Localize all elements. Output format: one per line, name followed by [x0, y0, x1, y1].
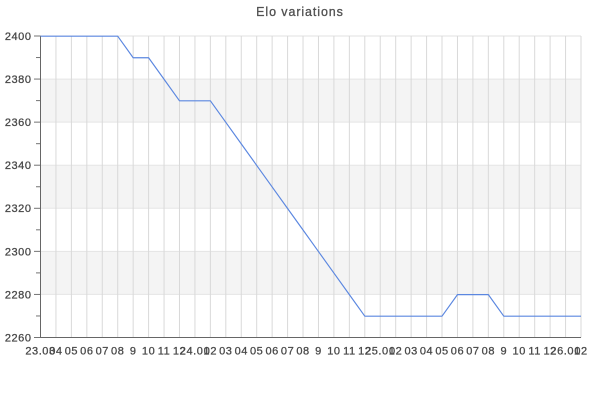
- svg-text:11: 11: [528, 345, 541, 357]
- svg-text:06: 06: [80, 345, 93, 357]
- svg-text:04: 04: [235, 345, 248, 357]
- svg-text:9: 9: [500, 345, 507, 357]
- svg-text:2400: 2400: [5, 31, 32, 43]
- svg-text:07: 07: [466, 345, 479, 357]
- svg-text:2300: 2300: [5, 246, 32, 258]
- svg-text:04: 04: [420, 345, 433, 357]
- svg-text:25.01: 25.01: [365, 345, 395, 357]
- svg-text:06: 06: [265, 345, 278, 357]
- svg-text:26.01: 26.01: [550, 345, 580, 357]
- svg-text:02: 02: [204, 345, 217, 357]
- svg-text:2360: 2360: [5, 117, 32, 129]
- svg-text:10: 10: [513, 345, 526, 357]
- svg-text:Elo variations: Elo variations: [256, 5, 344, 19]
- svg-text:12: 12: [358, 345, 371, 357]
- svg-text:10: 10: [142, 345, 155, 357]
- svg-text:03: 03: [219, 345, 232, 357]
- svg-text:05: 05: [250, 345, 263, 357]
- svg-text:05: 05: [435, 345, 448, 357]
- svg-text:02: 02: [389, 345, 402, 357]
- svg-text:12: 12: [173, 345, 186, 357]
- svg-text:2280: 2280: [5, 289, 32, 301]
- svg-text:02: 02: [574, 345, 587, 357]
- svg-text:11: 11: [343, 345, 356, 357]
- svg-text:08: 08: [296, 345, 309, 357]
- svg-text:23.03: 23.03: [25, 345, 55, 357]
- svg-text:07: 07: [281, 345, 294, 357]
- svg-text:2380: 2380: [5, 74, 32, 86]
- svg-text:06: 06: [451, 345, 464, 357]
- svg-text:2320: 2320: [5, 203, 32, 215]
- svg-text:9: 9: [130, 345, 137, 357]
- svg-text:08: 08: [482, 345, 495, 357]
- svg-text:05: 05: [65, 345, 78, 357]
- svg-text:03: 03: [404, 345, 417, 357]
- svg-text:08: 08: [111, 345, 124, 357]
- svg-text:11: 11: [158, 345, 171, 357]
- svg-text:10: 10: [327, 345, 340, 357]
- svg-text:2340: 2340: [5, 160, 32, 172]
- svg-text:04: 04: [49, 345, 62, 357]
- svg-text:24.01: 24.01: [180, 345, 210, 357]
- svg-text:07: 07: [96, 345, 109, 357]
- svg-text:2260: 2260: [5, 332, 32, 344]
- svg-text:9: 9: [315, 345, 322, 357]
- svg-text:12: 12: [543, 345, 556, 357]
